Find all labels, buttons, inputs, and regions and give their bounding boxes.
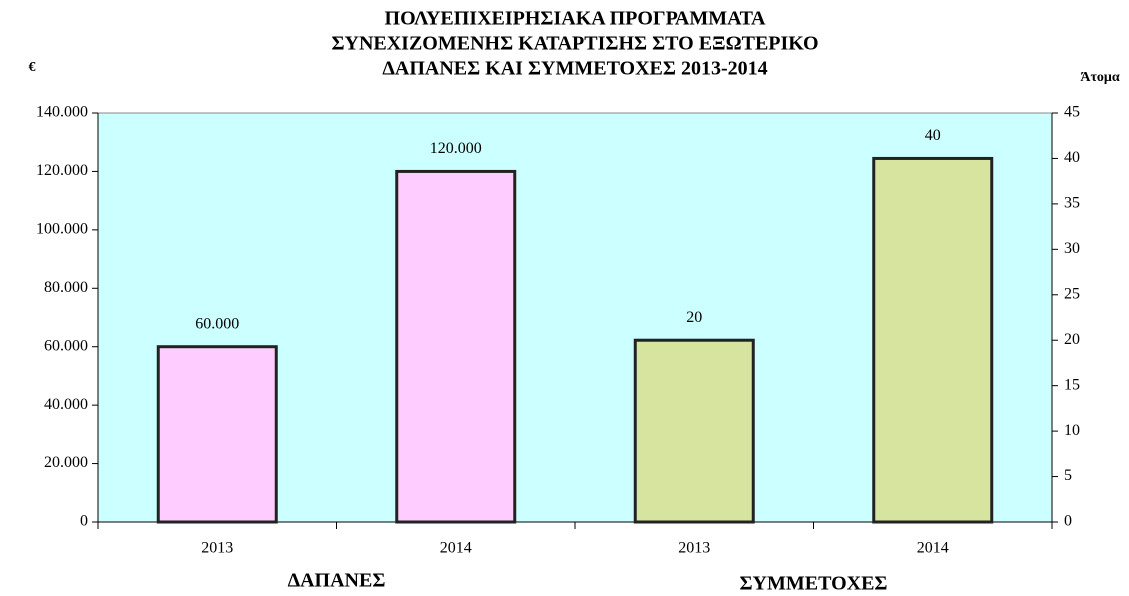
data-label: 40 xyxy=(925,127,941,144)
y2-tick-label: 45 xyxy=(1064,104,1080,121)
y2-axis-label: Άτομα xyxy=(1080,70,1120,85)
bar xyxy=(872,156,994,524)
y-axis-label: € xyxy=(29,60,36,75)
y-tick-label: 60.000 xyxy=(44,337,88,354)
bar xyxy=(156,345,278,524)
y-tick-label: 100.000 xyxy=(36,221,88,238)
data-label: 120.000 xyxy=(430,140,482,157)
y2-tick-label: 20 xyxy=(1064,331,1080,348)
chart-title: ΣΥΝΕΧΙΖΟΜΕΝΗΣ ΚΑΤΑΡΤΙΣΗΣ ΣΤΟ ΕΞΩΤΕΡΙΚΟ xyxy=(331,33,818,55)
x-tick-label: 2014 xyxy=(917,540,949,557)
data-label: 60.000 xyxy=(195,315,239,332)
y2-tick-label: 30 xyxy=(1064,240,1080,257)
y-tick-label: 120.000 xyxy=(36,162,88,179)
y2-tick-label: 0 xyxy=(1064,513,1072,530)
x-tick-label: 2014 xyxy=(440,540,472,557)
y-tick-label: 140.000 xyxy=(36,104,88,121)
chart-title: ΠΟΛΥΕΠΙΧΕΙΡΗΣΙΑΚΑ ΠΡΟΓΡΑΜΜΑΤΑ xyxy=(385,8,767,30)
y-tick-label: 80.000 xyxy=(44,279,88,296)
x-tick-label: 2013 xyxy=(201,540,233,557)
bar xyxy=(395,169,517,524)
group-label: ΣΥΜΜΕΤΟΧΕΣ xyxy=(739,573,887,595)
data-label: 20 xyxy=(686,309,702,326)
y2-tick-label: 35 xyxy=(1064,195,1080,212)
y2-tick-label: 15 xyxy=(1064,376,1080,393)
y2-tick-label: 5 xyxy=(1064,467,1072,484)
chart-title: ΔΑΠΑΝΕΣ ΚΑΙ ΣΥΜΜΕΤΟΧΕΣ 2013-2014 xyxy=(382,58,767,80)
y2-tick-label: 40 xyxy=(1064,149,1080,166)
group-label: ΔΑΠΑΝΕΣ xyxy=(288,570,386,592)
y-tick-label: 0 xyxy=(80,513,88,530)
y2-tick-label: 25 xyxy=(1064,285,1080,302)
y-tick-label: 40.000 xyxy=(44,396,88,413)
x-tick-label: 2013 xyxy=(678,540,710,557)
bar xyxy=(633,338,755,524)
y-tick-label: 20.000 xyxy=(44,454,88,471)
y2-tick-label: 10 xyxy=(1064,422,1080,439)
